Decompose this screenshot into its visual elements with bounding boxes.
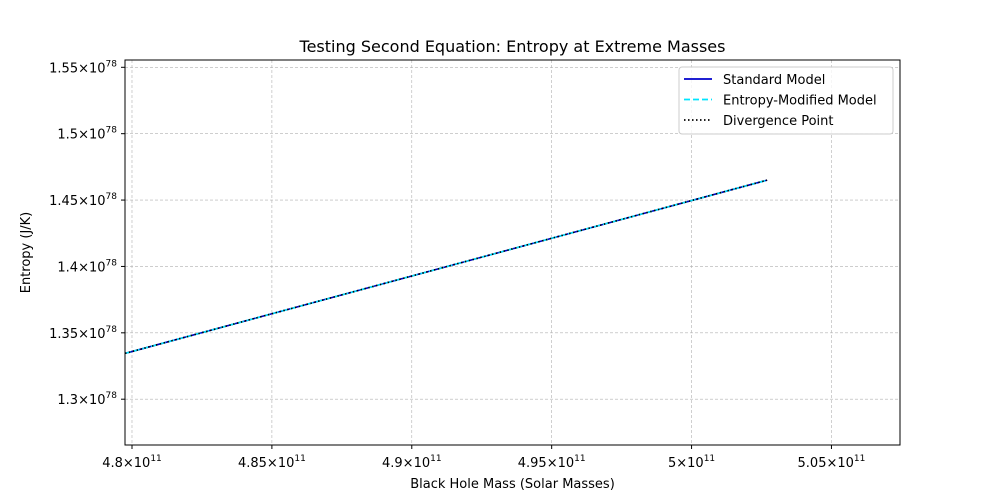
- x-tick-label: 4.85×1011: [238, 454, 306, 471]
- tick-layer: 4.8×1011 4.85×1011 4.9×1011 4.95×1011 5×1011…: [49, 59, 865, 471]
- series-line-2: [124, 179, 768, 355]
- grid-layer: [125, 60, 900, 445]
- series-layer: [124, 179, 768, 355]
- y-axis-label: Entropy (J/K): [19, 212, 34, 294]
- y-tick-label: 1.4×1078: [57, 258, 117, 275]
- legend-box: [678, 66, 894, 135]
- y-tick-label: 1.3×1078: [57, 391, 117, 408]
- legend-label: Divergence Point: [723, 114, 833, 129]
- x-tick-label: 5×1011: [668, 454, 715, 471]
- x-tick-label: 4.8×1011: [102, 454, 162, 471]
- x-tick-label: 4.9×1011: [382, 454, 442, 471]
- x-axis-label: Black Hole Mass (Solar Masses): [410, 477, 615, 492]
- legend-label: Entropy-Modified Model: [723, 94, 877, 109]
- series-line-3: [124, 179, 768, 355]
- y-tick-label: 1.45×1078: [49, 192, 117, 209]
- y-tick-label: 1.35×1078: [49, 325, 117, 342]
- x-tick-label: 4.95×1011: [518, 454, 586, 471]
- y-tick-label: 1.55×1078: [49, 59, 117, 76]
- plot-area-frame: [124, 59, 901, 446]
- x-tick-label: 5.05×1011: [798, 454, 866, 471]
- legend-label: Standard Model: [723, 73, 825, 88]
- chart-title: Testing Second Equation: Entropy at Extr…: [299, 37, 726, 56]
- y-tick-label: 1.5×1078: [57, 126, 117, 143]
- legend: Standard Model Entropy-Modified Model Dive…: [678, 66, 894, 135]
